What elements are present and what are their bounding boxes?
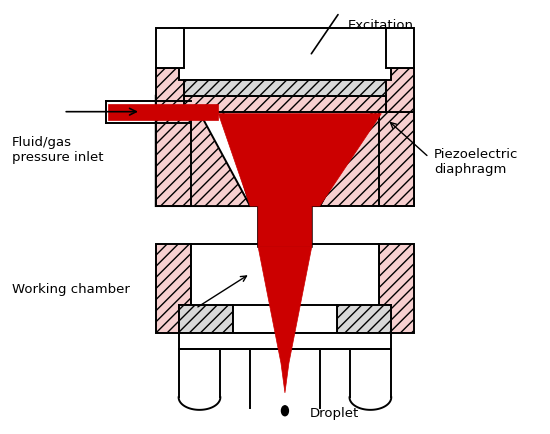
Polygon shape (218, 115, 381, 247)
Bar (179, 29, 391, 81)
Text: Working chamber: Working chamber (12, 283, 130, 296)
Polygon shape (108, 105, 218, 120)
Bar (156, 69, 190, 112)
Bar (156, 244, 190, 333)
Bar (156, 29, 184, 69)
Bar (184, 81, 386, 96)
Ellipse shape (282, 406, 288, 416)
Polygon shape (218, 96, 381, 247)
Bar (233, 306, 337, 333)
Bar (386, 29, 414, 69)
Polygon shape (320, 96, 414, 207)
Text: Piezoelectric
diaphragm: Piezoelectric diaphragm (434, 148, 518, 176)
Polygon shape (156, 96, 250, 207)
Bar (190, 244, 380, 333)
Bar (184, 96, 386, 112)
Text: Fluid/gas
pressure inlet: Fluid/gas pressure inlet (12, 135, 103, 163)
Text: Excitation
signal: Excitation signal (348, 19, 414, 47)
Bar (379, 69, 414, 112)
Text: Droplet: Droplet (310, 406, 359, 419)
Bar (179, 306, 233, 333)
Bar (379, 112, 414, 207)
Bar (379, 244, 414, 333)
Bar (179, 333, 391, 349)
Bar (337, 306, 391, 333)
Polygon shape (258, 247, 312, 393)
Bar (179, 306, 190, 333)
Bar (156, 112, 190, 207)
Bar (379, 306, 391, 333)
